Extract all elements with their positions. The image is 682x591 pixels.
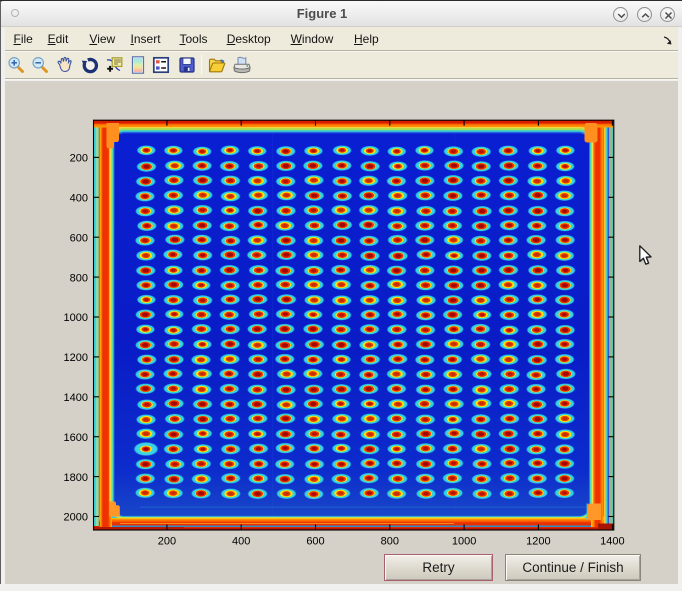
svg-text:1400: 1400	[64, 392, 88, 404]
svg-text:200: 200	[70, 153, 88, 165]
svg-text:1400: 1400	[600, 536, 624, 548]
svg-text:400: 400	[70, 193, 88, 205]
svg-text:1200: 1200	[526, 536, 550, 548]
svg-text:1000: 1000	[452, 536, 476, 548]
svg-text:1000: 1000	[64, 312, 88, 324]
svg-text:400: 400	[232, 536, 250, 548]
svg-text:200: 200	[158, 536, 176, 548]
svg-text:1800: 1800	[64, 472, 88, 484]
svg-text:600: 600	[306, 536, 324, 548]
svg-text:800: 800	[381, 536, 399, 548]
svg-text:2000: 2000	[64, 512, 88, 524]
svg-text:600: 600	[70, 232, 88, 244]
svg-text:800: 800	[70, 272, 88, 284]
svg-text:1200: 1200	[64, 352, 88, 364]
svg-text:1600: 1600	[64, 432, 88, 444]
